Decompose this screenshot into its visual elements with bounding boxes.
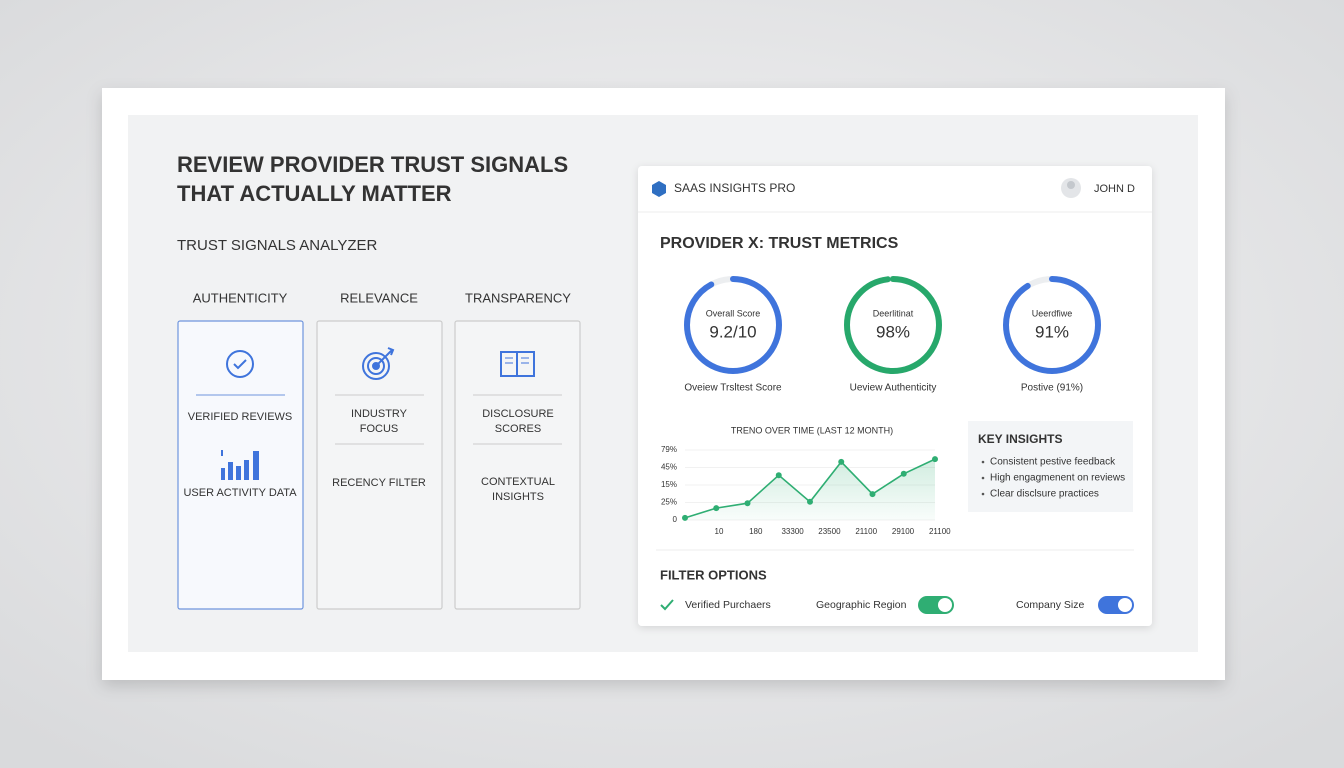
insights-title: KEY INSIGHTS bbox=[978, 432, 1062, 446]
insight: High engagmenent on reviews bbox=[990, 473, 1125, 484]
gauge-inner-label: Ueerdfiwe bbox=[1032, 308, 1073, 318]
gauge-arc bbox=[844, 276, 942, 374]
x-tick-label: 33300 bbox=[781, 527, 804, 536]
signal-item: INSIGHTS bbox=[492, 491, 544, 503]
trend-point bbox=[869, 491, 876, 498]
gauge-inner-label: Overall Score bbox=[706, 308, 761, 318]
trend-point bbox=[713, 505, 720, 512]
bullet bbox=[981, 460, 985, 464]
x-tick-label: 10 bbox=[715, 527, 724, 536]
target-icon bbox=[362, 347, 395, 380]
check-icon bbox=[226, 350, 254, 378]
brand: SAAS INSIGHTS PRO bbox=[674, 181, 795, 195]
checkmark[interactable] bbox=[660, 599, 674, 611]
trend-point bbox=[807, 498, 813, 505]
bullet bbox=[981, 476, 985, 480]
filter-label: Geographic Region bbox=[816, 599, 907, 611]
signal-card[interactable] bbox=[454, 320, 581, 610]
column-header: TRANSPARENCY bbox=[465, 290, 571, 305]
trend-point bbox=[900, 470, 907, 477]
bullet bbox=[981, 492, 985, 496]
signal-item: DISCLOSURE bbox=[482, 408, 554, 420]
trend-point bbox=[932, 456, 938, 463]
trend-point bbox=[682, 514, 688, 521]
column-header: RELEVANCE bbox=[340, 290, 418, 305]
y-tick-label: 0 bbox=[673, 515, 678, 524]
signal-item: CONTEXTUAL bbox=[481, 476, 555, 488]
subtitle: TRUST SIGNALS ANALYZER bbox=[177, 237, 377, 254]
filter-label: Company Size bbox=[1016, 599, 1084, 611]
user-name[interactable]: JOHN D bbox=[1094, 183, 1135, 195]
left-pane: REVIEW PROVIDER TRUST SIGNALS THAT ACTUA… bbox=[177, 152, 568, 480]
column-header: AUTHENTICITY bbox=[193, 290, 288, 305]
signal-item: USER ACTIVITY DATA bbox=[183, 487, 297, 499]
trend-title: TRENO OVER TIME (LAST 12 MONTH) bbox=[731, 425, 893, 435]
filters-title: FILTER OPTIONS bbox=[660, 567, 767, 582]
gauge-inner-label: Deerlitinat bbox=[873, 308, 914, 318]
gauge-arc bbox=[1003, 276, 1101, 374]
gauge-arc bbox=[684, 276, 782, 374]
signal-item: SCORES bbox=[495, 423, 541, 435]
gauge-value: 91% bbox=[1035, 322, 1069, 341]
book-icon bbox=[500, 351, 535, 377]
x-tick-label: 21100 bbox=[855, 527, 877, 536]
logo bbox=[652, 181, 666, 197]
title: REVIEW PROVIDER TRUST SIGNALS bbox=[177, 152, 568, 177]
filter-label: Verified Purchaers bbox=[685, 599, 771, 611]
x-tick-label: 29100 bbox=[892, 527, 915, 536]
y-tick-label: 15% bbox=[661, 480, 677, 489]
gauge-value: 98% bbox=[876, 322, 910, 341]
insight: Clear disclsure practices bbox=[990, 489, 1099, 500]
title: THAT ACTUALLY MATTER bbox=[177, 181, 452, 206]
x-tick-label: 23500 bbox=[818, 527, 841, 536]
bars-icon bbox=[221, 450, 259, 480]
x-tick-label: 21100 bbox=[929, 527, 951, 536]
insights-box bbox=[968, 421, 1133, 512]
gauge-caption: Postive (91%) bbox=[1021, 383, 1083, 394]
y-tick-label: 79% bbox=[661, 445, 677, 454]
y-tick-label: 25% bbox=[661, 498, 677, 507]
gauge-caption: Oveiew Trsltest Score bbox=[684, 383, 782, 394]
trend-point bbox=[838, 458, 845, 465]
heading: PROVIDER X: TRUST METRICS bbox=[660, 235, 899, 252]
signal-item: INDUSTRY bbox=[351, 408, 408, 420]
signal-card[interactable] bbox=[316, 320, 443, 610]
x-tick-label: 180 bbox=[749, 527, 763, 536]
gauge-value: 9.2/10 bbox=[709, 322, 756, 341]
avatar bbox=[1067, 181, 1075, 189]
insight: Consistent pestive feedback bbox=[990, 457, 1116, 468]
y-tick-label: 45% bbox=[661, 463, 677, 472]
trend-point bbox=[744, 500, 751, 507]
toggle-knob[interactable] bbox=[938, 598, 952, 612]
trend-point bbox=[775, 472, 782, 479]
toggle-knob[interactable] bbox=[1118, 598, 1132, 612]
signal-item: FOCUS bbox=[360, 423, 399, 435]
signal-item: RECENCY FILTER bbox=[332, 477, 426, 489]
signal-item: VERIFIED REVIEWS bbox=[188, 411, 293, 423]
dashboard: SAAS INSIGHTS PRO JOHN D PROVIDER X: TRU… bbox=[638, 166, 1152, 626]
signal-card[interactable] bbox=[177, 320, 304, 610]
gauge-caption: Uevіew Authenticity bbox=[850, 383, 937, 394]
